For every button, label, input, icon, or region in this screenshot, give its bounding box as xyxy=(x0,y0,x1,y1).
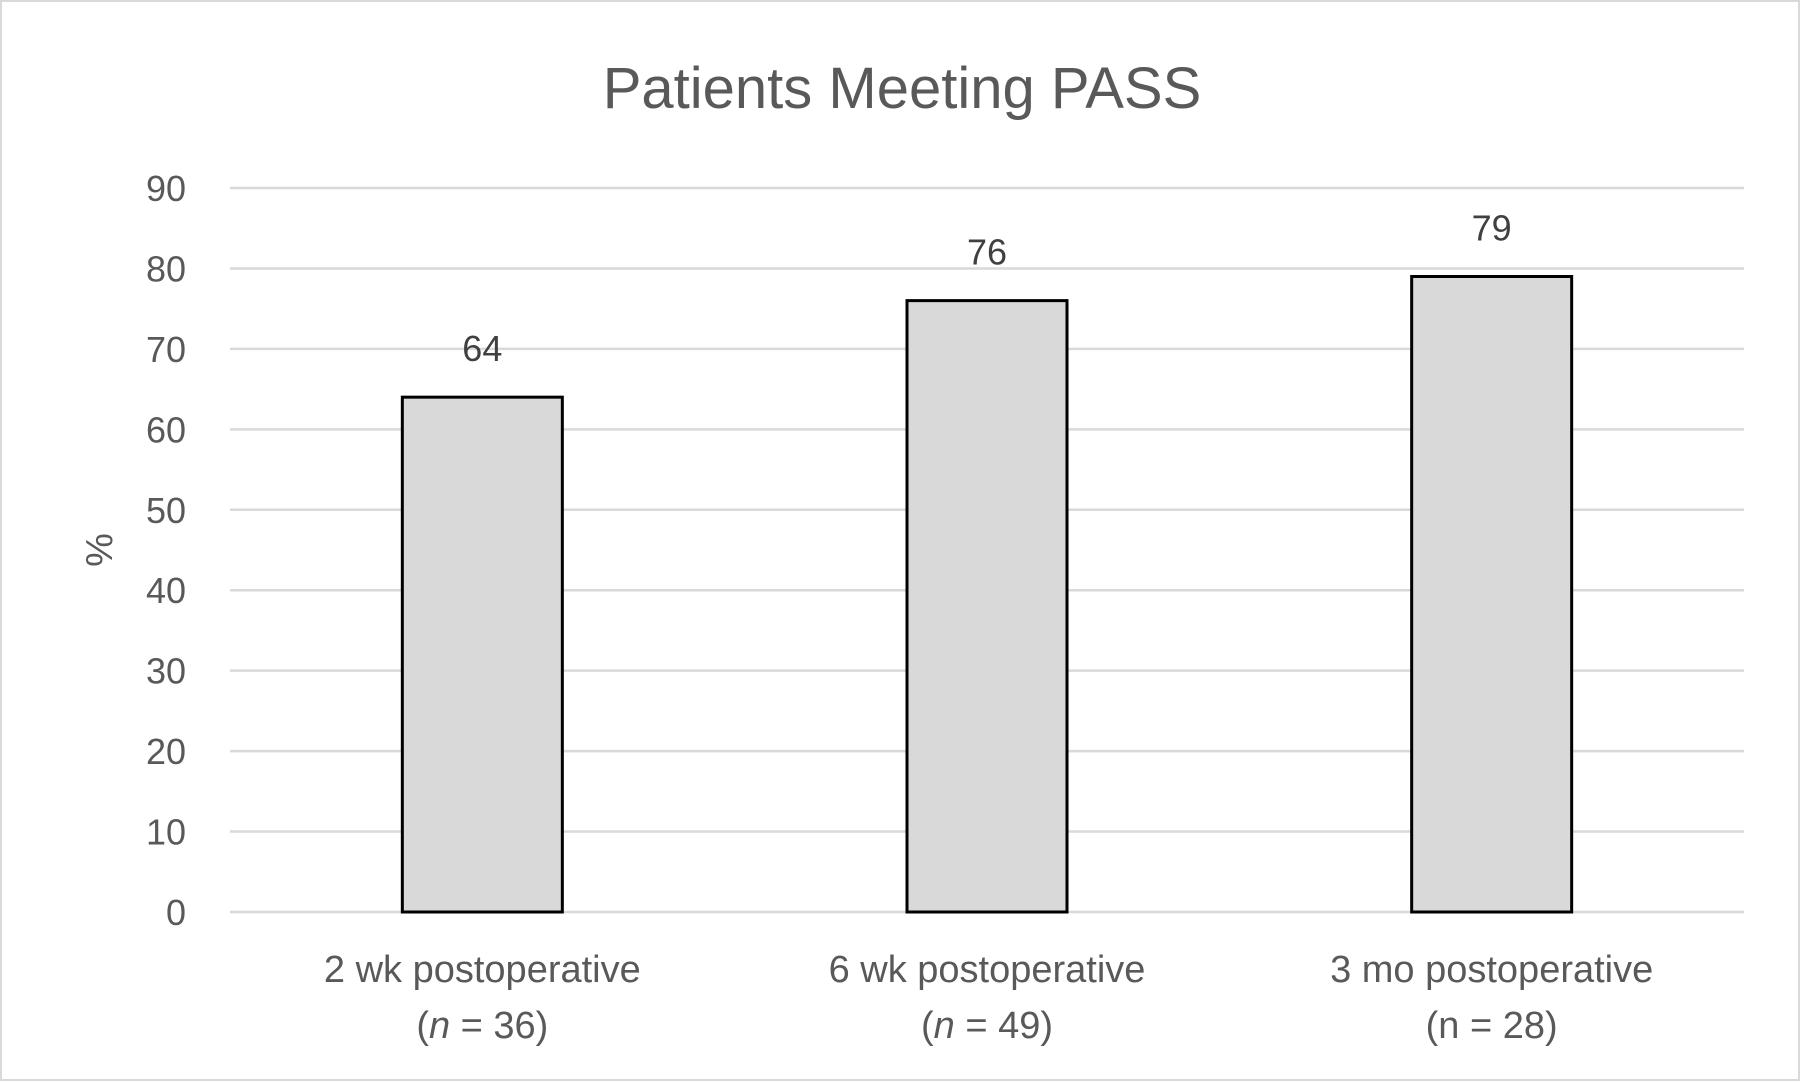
y-tick-label: 90 xyxy=(146,168,186,209)
x-axis-categories: 2 wk postoperative (n = 36) 6 wk postopera… xyxy=(324,949,1653,1047)
y-tick-label: 30 xyxy=(146,651,186,692)
bars xyxy=(400,274,1574,914)
bar xyxy=(1410,274,1574,914)
data-label: 64 xyxy=(462,328,502,369)
y-tick-label: 10 xyxy=(146,812,186,853)
y-tick-label: 40 xyxy=(146,570,186,611)
y-tick-label: 0 xyxy=(166,892,186,933)
y-axis-ticks: 0 10 20 30 40 50 60 70 80 90 xyxy=(146,168,186,933)
data-label: 79 xyxy=(1472,207,1512,248)
y-tick-label: 80 xyxy=(146,248,186,289)
category-sample-size: (n = 49) xyxy=(921,1005,1053,1047)
chart-title: Patients Meeting PASS xyxy=(603,56,1202,121)
y-tick-label: 50 xyxy=(146,490,186,531)
data-label: 76 xyxy=(967,232,1007,273)
y-axis-label: % xyxy=(79,533,121,567)
category-sample-size: (n = 28) xyxy=(1426,1005,1558,1047)
y-tick-label: 20 xyxy=(146,731,186,772)
y-tick-label: 60 xyxy=(146,409,186,450)
bar xyxy=(400,395,564,914)
bar xyxy=(905,299,1069,914)
category-label: 2 wk postoperative xyxy=(324,949,641,991)
category-sample-size: (n = 36) xyxy=(416,1005,548,1047)
category-label: 6 wk postoperative xyxy=(829,949,1146,991)
data-labels: 64 76 79 xyxy=(462,207,1511,369)
category-label: 3 mo postoperative xyxy=(1330,949,1653,991)
y-tick-label: 70 xyxy=(146,329,186,370)
